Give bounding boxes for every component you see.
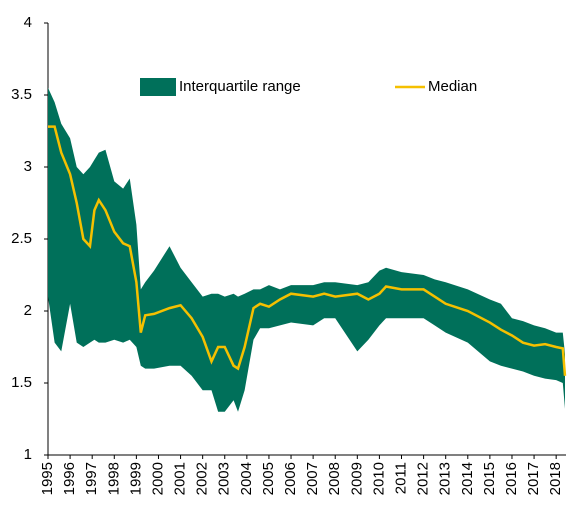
- y-tick-label: 2: [24, 302, 32, 319]
- x-tick-label: 1995: [39, 462, 56, 495]
- x-tick-label: 1999: [127, 462, 144, 495]
- x-tick-label: 2011: [392, 462, 409, 494]
- x-tick-label: 2015: [481, 462, 498, 495]
- iqr-band: [48, 87, 565, 412]
- x-tick-label: 2004: [238, 462, 255, 495]
- x-tick-label: 2013: [437, 462, 454, 495]
- x-tick-label: 2014: [459, 462, 476, 495]
- x-tick-label: 2018: [547, 462, 564, 495]
- x-tick-label: 2012: [415, 462, 432, 495]
- x-tick-label: 2006: [282, 462, 299, 495]
- legend-swatch: [140, 78, 176, 96]
- y-tick-label: 3.5: [11, 86, 32, 103]
- median-line: [48, 125, 567, 376]
- y-tick-label: 1: [24, 446, 32, 463]
- x-tick-label: 2007: [304, 462, 321, 495]
- y-tick-label: 4: [24, 14, 32, 31]
- y-tick-label: 3: [24, 158, 32, 175]
- y-tick-label: 2.5: [11, 230, 32, 247]
- x-tick-label: 2008: [326, 462, 343, 495]
- y-tick-label: 1.5: [11, 374, 32, 391]
- x-tick-label: 1998: [105, 462, 122, 495]
- x-tick-label: 2001: [172, 462, 189, 495]
- x-tick-label: 2009: [348, 462, 365, 495]
- x-tick-label: 1996: [61, 462, 78, 495]
- x-tick-label: 2017: [525, 462, 542, 495]
- x-tick-label: 1997: [83, 462, 100, 495]
- x-tick-label: 2002: [194, 462, 211, 495]
- x-tick-label: 2000: [149, 462, 166, 495]
- x-tick-label: 2003: [216, 462, 233, 495]
- x-tick-label: 2010: [370, 462, 387, 495]
- legend-label: Interquartile range: [179, 78, 301, 95]
- x-tick-label: 2016: [503, 462, 520, 495]
- x-tick-label: 2005: [260, 462, 277, 495]
- legend-label: Median: [428, 78, 477, 95]
